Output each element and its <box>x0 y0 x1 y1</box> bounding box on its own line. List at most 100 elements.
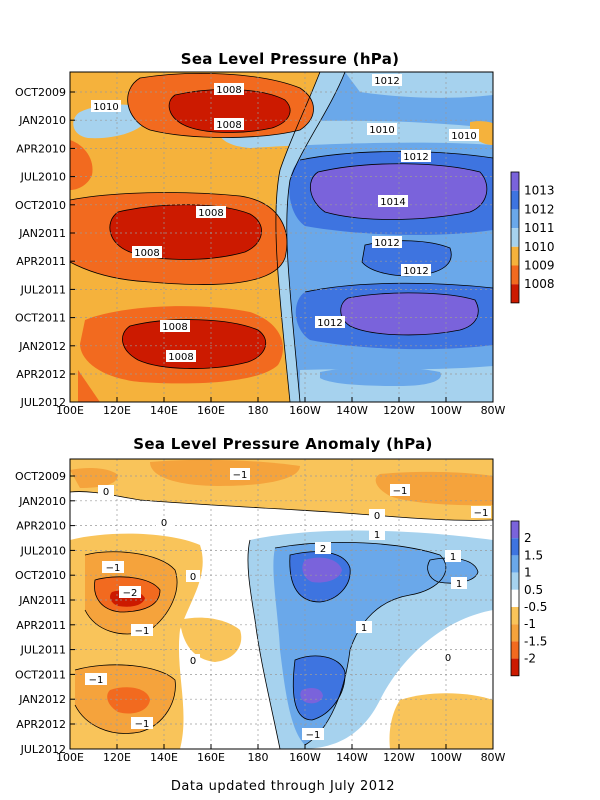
top-y-ticks: OCT2009 JAN2010 APR2010 JUL2010 OCT2010 JAN20… <box>15 86 75 409</box>
top-clabel-text: 1012 <box>374 238 399 249</box>
bottom-y-tick-label: JAN2011 <box>18 594 66 607</box>
top-heatmap-fills <box>70 72 493 402</box>
bottom-colorbar: 2 1.5 1 0.5 -0.5 -1 -1.5 -2 <box>510 520 547 677</box>
bottom-heatmap-fills <box>70 459 493 749</box>
top-colorbar-label: 1008 <box>524 277 555 291</box>
bottom-x-tick-label: 120W <box>383 751 415 764</box>
bottom-y-tick-label: JUL2012 <box>20 743 66 756</box>
top-colorbar-label: 1013 <box>524 184 555 198</box>
bot-clabel-text: −1 <box>393 486 408 497</box>
bottom-x-tick-label: 80W <box>481 751 506 764</box>
bottom-colorbar-label: 1.5 <box>524 548 543 562</box>
top-plot-frame <box>69 71 494 403</box>
top-clabel: 1010 <box>91 100 121 113</box>
bottom-x-tick-label: 140E <box>150 751 178 764</box>
bot-clabel: 0 <box>441 651 455 664</box>
bottom-x-tick-label: 160W <box>289 751 321 764</box>
footer-note: Data updated through July 2012 <box>171 779 395 794</box>
top-y-tick-label: OCT2011 <box>15 312 66 325</box>
top-colorbar-label: 1010 <box>524 240 555 254</box>
bot-clabel: 2 <box>315 542 331 555</box>
top-clabel: 1008 <box>196 206 226 219</box>
bot-clabel-text: −1 <box>233 470 248 481</box>
top-x-tick-label: 140W <box>336 404 368 417</box>
bot-contour-f <box>74 664 176 734</box>
bot-clabel: −1 <box>102 561 124 574</box>
bottom-colorbar-label: 1 <box>524 566 532 580</box>
bottom-y-tick-label: JUL2010 <box>20 544 66 557</box>
top-contour-h <box>361 240 452 277</box>
top-clabel-text: 1012 <box>374 76 399 87</box>
top-clabel: 1008 <box>214 118 244 131</box>
bottom-colorbar-swatch <box>511 589 519 607</box>
top-x-tick-label: 100W <box>430 404 462 417</box>
bottom-colorbar-label: -1.5 <box>524 634 547 648</box>
bot-clabel-text: −1 <box>135 719 150 730</box>
bot-clabel: 0 <box>369 509 385 522</box>
top-fill-1013-jul2010 <box>310 163 487 220</box>
top-y-tick-label: JUL2010 <box>20 171 66 184</box>
bot-clabel: −1 <box>131 624 153 637</box>
top-clabel-text: 1008 <box>168 352 193 363</box>
bottom-colorbar-label: 2 <box>524 531 532 545</box>
bottom-x-tick-label: 180 <box>248 751 269 764</box>
bot-fill-neg-tl <box>70 467 118 488</box>
top-clabel: 1012 <box>372 74 402 87</box>
bot-contour-zero-b <box>247 539 281 749</box>
bottom-x-tick-label: 100E <box>56 751 84 764</box>
top-fill-1008-jan2012 <box>122 319 266 369</box>
bottom-gridlines <box>70 459 493 749</box>
bot-contour-e <box>84 551 178 635</box>
top-y-tick-label: OCT2010 <box>15 199 66 212</box>
top-y-tick-label: APR2012 <box>16 368 66 381</box>
top-colorbar: 1013 1012 1011 1010 1009 1008 <box>510 171 555 304</box>
bottom-y-tick-label: OCT2011 <box>15 668 66 681</box>
top-clabel-text: 1008 <box>216 85 241 96</box>
top-x-tick-label: 180 <box>248 404 269 417</box>
top-y-tick-label: APR2010 <box>16 142 66 155</box>
bottom-colorbar-swatch <box>511 521 519 539</box>
top-colorbar-frame <box>510 171 520 304</box>
top-fill-1008-jan2010 <box>169 89 291 133</box>
top-x-ticks: 100E 120E 140E 160E 180 160W 140W 120W 100W 80W <box>56 397 506 417</box>
bot-clabel-text: −2 <box>123 588 138 599</box>
top-colorbar-swatch <box>511 284 519 303</box>
top-x-tick-label: 120W <box>383 404 415 417</box>
bot-clabel-text: 0 <box>190 656 196 667</box>
bot-clabel-text: 0 <box>445 653 451 664</box>
top-clabel-text: 1008 <box>134 248 159 259</box>
top-contour-lines <box>70 72 493 402</box>
top-clabel: 1012 <box>401 150 431 163</box>
top-clabel: 1012 <box>372 236 402 249</box>
top-clabel: 1012 <box>401 264 431 277</box>
top-clabel-text: 1010 <box>451 131 476 142</box>
top-clabel: 1012 <box>315 316 345 329</box>
top-clabel-text: 1014 <box>380 197 405 208</box>
bot-clabel: −1 <box>302 728 324 741</box>
bot-clabel: 1 <box>369 528 385 541</box>
bot-clabel: 1 <box>356 621 372 634</box>
bottom-colorbar-swatch <box>511 555 519 573</box>
top-colorbar-swatch <box>511 246 519 266</box>
bot-clabel-text: 0 <box>374 511 380 522</box>
top-clabel-text: 1012 <box>403 152 428 163</box>
top-contour-f <box>310 163 488 220</box>
top-x-tick-label: 120E <box>103 404 131 417</box>
bottom-x-tick-label: 160E <box>197 751 225 764</box>
bot-fill-neg-mid <box>180 617 242 662</box>
top-colorbar-swatch <box>511 172 519 191</box>
bot-clabel-text: −1 <box>135 626 150 637</box>
bot-fill-neg-top3 <box>375 471 493 506</box>
bottom-colorbar-swatch <box>511 658 519 676</box>
bot-clabel-text: 0 <box>190 572 196 583</box>
bottom-y-tick-label: APR2010 <box>16 520 66 533</box>
top-fill-1008-jan2011 <box>109 204 262 260</box>
top-y-tick-label: JAN2010 <box>18 114 66 127</box>
top-clabel: 1008 <box>166 350 196 363</box>
bot-clabel-text: 1 <box>374 530 380 541</box>
top-clabel-text: 1012 <box>317 318 342 329</box>
top-contour-c <box>168 89 291 133</box>
top-clabel-text: 1008 <box>216 120 241 131</box>
bot-clabel: 0 <box>186 570 200 583</box>
bottom-y-tick-label: APR2012 <box>16 718 66 731</box>
